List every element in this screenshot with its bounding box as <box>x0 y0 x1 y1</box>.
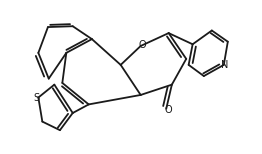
Text: S: S <box>33 93 39 103</box>
Text: N: N <box>221 61 228 71</box>
Text: O: O <box>139 40 146 50</box>
Text: O: O <box>164 105 172 115</box>
